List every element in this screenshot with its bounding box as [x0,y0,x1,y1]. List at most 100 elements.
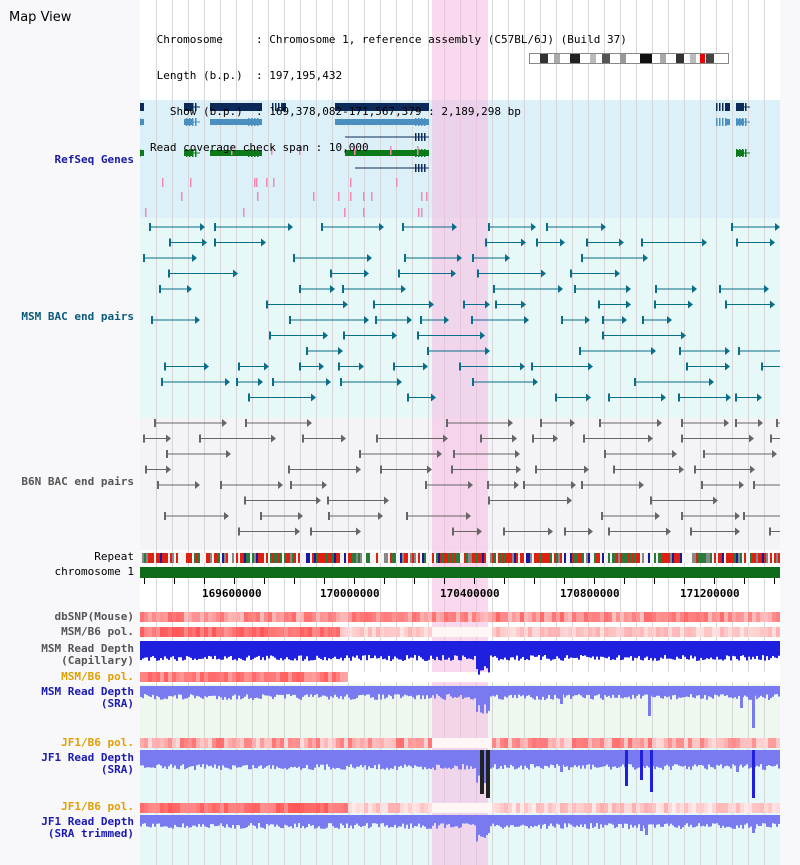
jf1-sra-depth [774,750,776,766]
jf1-pol-cell [368,738,372,748]
gene-exon-tick [189,118,191,126]
msm-pol-cell [140,627,144,637]
msm-bac-arrow [364,316,369,324]
jf1-trim-depth [740,815,742,825]
label-msm-depth-capillary[interactable]: MSM Read Depth (Capillary) [41,642,134,667]
msm-sra-depth [456,686,458,698]
jf1-trim-depth [704,815,706,827]
label-jf1-depth-sra[interactable]: JF1 Read Depth (SRA) [41,751,134,776]
msm-pol-cell [556,627,560,637]
msm-bac-arrow [585,316,590,324]
jf1-trim-depth [202,815,204,825]
msm-cap-depth [170,641,172,658]
refseq-snp-mark [162,178,164,187]
label-chromosome[interactable]: chromosome 1 [54,565,134,578]
jf1-pol-cell [764,738,768,748]
label-msm-b6-pol-2[interactable]: MSM/B6 pol. [61,670,134,683]
msm-cap-depth [292,641,294,661]
jf1-trim-depth [164,815,166,827]
msm-cap-depth [264,641,266,661]
msm-cap-depth [248,641,250,656]
msm-sra-depth [744,686,746,696]
msm-sra-depth [472,686,474,700]
repeat-element [290,553,292,563]
label-b6n-bac[interactable]: B6N BAC end pairs [21,475,134,488]
jf1-sra-depth [212,750,214,768]
msm-sra-depth [348,686,350,698]
jf1-sra-depth [694,750,696,765]
label-msm-bac[interactable]: MSM BAC end pairs [21,310,134,323]
jf1-trim-depth [254,815,256,826]
msm-pol2-cell [384,672,388,682]
msm-bac-end [654,300,656,309]
jf1-sra-depth [238,750,240,768]
label-jf1-b6-pol-2[interactable]: JF1/B6 pol. [61,800,134,813]
msm-sra-depth [170,686,172,697]
repeat-element [408,553,410,563]
msm-cap-depth [306,641,308,657]
jf1-trim-depth [530,815,532,827]
label-msm-b6-pol[interactable]: MSM/B6 pol. [61,625,134,638]
msm-sra-depth [492,686,494,696]
msm-sra-depth [614,686,616,698]
b6n-bac-arrow [749,434,754,443]
jf1-pol-cell [300,738,304,748]
ideogram-position-marker[interactable] [700,54,705,63]
msm-bac-end [143,254,145,262]
msm-pol2-cell [704,672,708,682]
jf1-pol-cell [152,738,156,748]
msm-cap-depth [632,641,634,661]
jf1-sra-depth [478,750,480,776]
label-repeat[interactable]: Repeat [94,550,134,563]
label-msm-depth-sra[interactable]: MSM Read Depth (SRA) [41,685,134,710]
msm-sra-depth [748,686,750,700]
msm-cap-depth [344,641,346,659]
jf1-sra-depth [144,750,146,768]
chromosome-ideogram[interactable] [529,53,729,64]
repeat-element [220,553,222,563]
repeat-element [198,553,200,563]
jf1-pol-cell [384,738,388,748]
jf1-pol2-cell [256,803,260,813]
msm-bac-arrow [681,331,686,340]
dbsnp-cell [644,612,648,622]
repeat-element [616,553,618,563]
dbsnp-cell [164,612,168,622]
jf1-trim-depth [156,815,158,824]
jf1-pol2-cell [348,803,352,813]
label-refseq-genes[interactable]: RefSeq Genes [54,153,134,166]
jf1-pol2-cell [268,803,272,813]
msm-sra-depth [374,686,376,700]
selection-highlight[interactable] [432,0,488,865]
jf1-sra-depth [252,750,254,766]
jf1-sra-depth [594,750,596,768]
jf1-sra-depth [748,750,750,769]
repeat-element [476,553,478,563]
jf1-sra-depth [302,750,304,769]
msm-sra-depth [712,686,714,699]
msm-pol2-cell [408,672,412,682]
label-jf1-b6-pol[interactable]: JF1/B6 pol. [61,736,134,749]
repeat-element [212,553,214,563]
dbsnp-cell [672,612,676,622]
repeat-element [724,553,726,563]
jf1-pol2-cell [536,803,540,813]
msm-pol-cell [392,627,396,637]
jf1-sra-depth [166,750,168,769]
dbsnp-cell [152,612,156,622]
dbsnp-cell [684,612,688,622]
jf1-sra-depth [558,750,560,766]
jf1-trim-depth [698,815,700,824]
map-canvas[interactable]: 169600000 170000000 170400000 170800000 1712… [140,0,780,865]
b6n-bac-arrow [548,527,553,536]
jf1-pol2-cell [160,803,164,813]
jf1-sra-depth [508,750,510,768]
jf1-trim-depth [686,815,688,824]
msm-sra-depth [340,686,342,697]
msm-bac-arrow [588,362,593,371]
label-jf1-depth-trimmed[interactable]: JF1 Read Depth (SRA trimmed) [41,815,134,840]
msm-cap-depth [696,641,698,661]
msm-sra-depth [582,686,584,698]
label-dbsnp[interactable]: dbSNP(Mouse) [54,610,134,623]
dbsnp-cell [256,612,260,622]
